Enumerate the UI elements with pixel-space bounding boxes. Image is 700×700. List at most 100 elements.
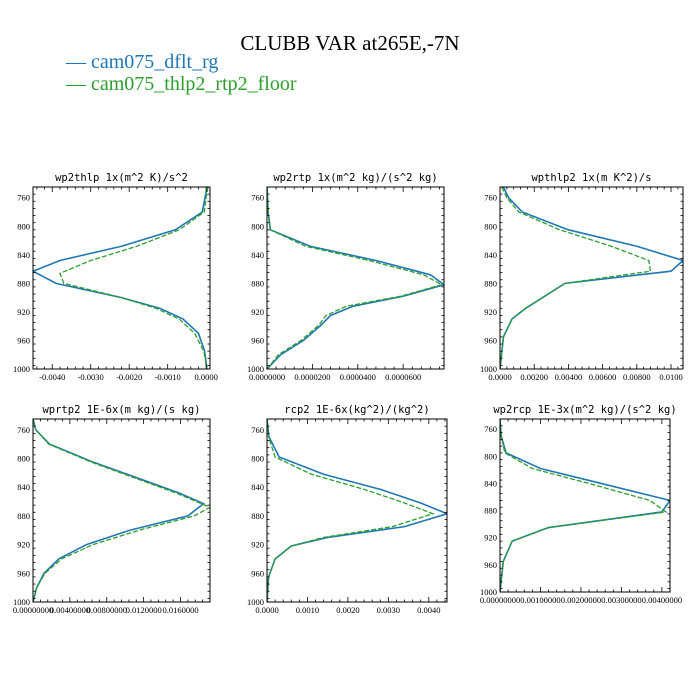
- y-tick-label: 760: [251, 193, 264, 203]
- x-tick-label: 0.00400000: [642, 595, 682, 605]
- x-tick-label: 0.00200000: [561, 595, 601, 605]
- y-tick-label: 920: [17, 307, 30, 317]
- x-tick-label: 0.00400: [555, 372, 583, 382]
- x-tick-label: -0.0020: [116, 372, 142, 382]
- y-tick-label: 760: [251, 425, 264, 435]
- series-group: [33, 419, 210, 602]
- y-tick-label: 840: [17, 250, 30, 260]
- series-line-2: [500, 419, 668, 592]
- x-tick-label: 0.0000: [255, 605, 278, 615]
- panel-title: wp2rtp 1x(m^2 kg)/(s^2 kg): [273, 172, 437, 184]
- x-tick-label: 0.0040: [417, 605, 440, 615]
- y-tick-label: 760: [484, 424, 497, 434]
- x-tick-label: 0.00000000: [13, 605, 53, 615]
- plot-frame: [32, 418, 211, 603]
- y-tick-label: 760: [484, 193, 497, 203]
- panel-title: wp2rcp 1E-3x(m^2 kg)/(s^2 kg): [493, 404, 676, 416]
- y-tick-label: 760: [17, 193, 30, 203]
- y-tick-label: 840: [251, 250, 264, 260]
- x-tick-label: 0.0000: [488, 372, 511, 382]
- x-tick-label: 0.00600: [589, 372, 617, 382]
- series-group: [267, 187, 444, 369]
- y-tick-label: 1000: [247, 364, 264, 374]
- y-tick-label: 800: [251, 453, 264, 463]
- series-line-1: [500, 187, 683, 369]
- y-tick-label: 800: [484, 451, 497, 461]
- y-tick-label: 920: [484, 533, 497, 543]
- x-tick-label: 0.0000200: [294, 372, 330, 382]
- panel-2: wp2rtp 1x(m^2 kg)/(s^2 kg) 760 800 840 880 92…: [247, 172, 445, 382]
- y-tick-label: 800: [251, 221, 264, 231]
- y-tick-label: 920: [484, 307, 497, 317]
- x-tick-label: 0.0000400: [340, 372, 376, 382]
- y-tick-label: 1000: [480, 587, 497, 597]
- x-tick-label: 0.0000: [194, 372, 217, 382]
- x-tick-label: 0.00100000: [520, 595, 560, 605]
- y-tick-label: 920: [251, 307, 264, 317]
- plot-frame: [266, 186, 445, 370]
- y-tick-label: 960: [17, 335, 30, 345]
- legend-label-1: cam075_dflt_rg: [91, 51, 218, 73]
- x-tick-label: 0.0160000: [162, 605, 198, 615]
- plot-frame: [266, 418, 448, 603]
- series-line-2: [59, 187, 209, 369]
- y-tick-label: 880: [484, 278, 497, 288]
- y-tick-label: 1000: [13, 364, 30, 374]
- legend-marker-2: —: [65, 73, 91, 95]
- panel-3: wpthlp2 1x(m K^2)/s 760 800 840 880 920 960 100…: [480, 172, 684, 382]
- y-tick-label: 800: [17, 221, 30, 231]
- panel-4: wprtp2 1E-6x(m kg)/(s kg) 760 800 840 880 920…: [13, 404, 211, 615]
- figure-title: CLUBB VAR at265E,-7N: [240, 31, 459, 55]
- panel-title: wpthlp2 1x(m K^2)/s: [531, 172, 651, 184]
- y-tick-label: 1000: [13, 597, 30, 607]
- plot-frame: [32, 186, 211, 370]
- legend-marker-1: —: [65, 51, 91, 73]
- series-group: [33, 187, 209, 369]
- series-line-2: [267, 419, 435, 602]
- y-tick-label: 920: [17, 540, 30, 550]
- series-line-2: [33, 419, 210, 602]
- plot-frame: [499, 418, 671, 593]
- x-tick-label: 0.0000000: [249, 372, 285, 382]
- panel-title: wprtp2 1E-6x(m kg)/(s kg): [42, 404, 200, 416]
- panel-title: wp2thlp 1x(m^2 K)/s^2: [55, 172, 188, 184]
- series-line-2: [267, 187, 444, 369]
- x-tick-label: 0.0010: [296, 605, 319, 615]
- x-tick-label: 0.00000000: [480, 595, 520, 605]
- x-tick-label: -0.0010: [155, 372, 181, 382]
- series-line-1: [500, 419, 670, 592]
- y-tick-label: 880: [484, 506, 497, 516]
- x-tick-label: 0.0000600: [385, 372, 421, 382]
- panel-5: rcp2 1E-6x(kg^2)/(kg^2) 760 800 840 880 920 96…: [247, 404, 448, 615]
- series-line-2: [500, 187, 652, 369]
- y-tick-label: 800: [484, 221, 497, 231]
- y-tick-label: 760: [17, 425, 30, 435]
- y-tick-label: 800: [17, 453, 30, 463]
- series-group: [500, 419, 670, 592]
- panel-1: wp2thlp 1x(m^2 K)/s^2 760 800 840 880 920 960 1…: [13, 172, 218, 382]
- series-line-1: [33, 419, 206, 602]
- series-group: [267, 419, 447, 602]
- y-tick-label: 920: [251, 540, 264, 550]
- x-tick-label: 0.00400000: [50, 605, 90, 615]
- legend-label-2: cam075_thlp2_rtp2_floor: [91, 73, 297, 95]
- x-tick-label: 0.00800: [623, 372, 651, 382]
- y-tick-label: 960: [251, 568, 264, 578]
- x-tick-label: -0.0040: [39, 372, 65, 382]
- legend: — cam075_dflt_rg — cam075_thlp2_rtp2_flo…: [65, 51, 297, 95]
- y-tick-label: 1000: [247, 597, 264, 607]
- x-tick-label: 0.0100: [659, 372, 682, 382]
- series-line-1: [267, 187, 444, 369]
- y-tick-label: 960: [17, 568, 30, 578]
- x-tick-label: 0.00800000: [87, 605, 127, 615]
- y-tick-label: 960: [251, 335, 264, 345]
- y-tick-label: 840: [251, 482, 264, 492]
- panels: wp2thlp 1x(m^2 K)/s^2 760 800 840 880 920 960 1…: [13, 172, 684, 615]
- series-line-1: [33, 187, 209, 369]
- legend-entry-2: — cam075_thlp2_rtp2_floor: [65, 73, 297, 95]
- x-tick-label: 0.00200: [520, 372, 548, 382]
- y-tick-label: 880: [17, 278, 30, 288]
- y-tick-label: 840: [484, 478, 497, 488]
- x-tick-label: 0.0030: [377, 605, 400, 615]
